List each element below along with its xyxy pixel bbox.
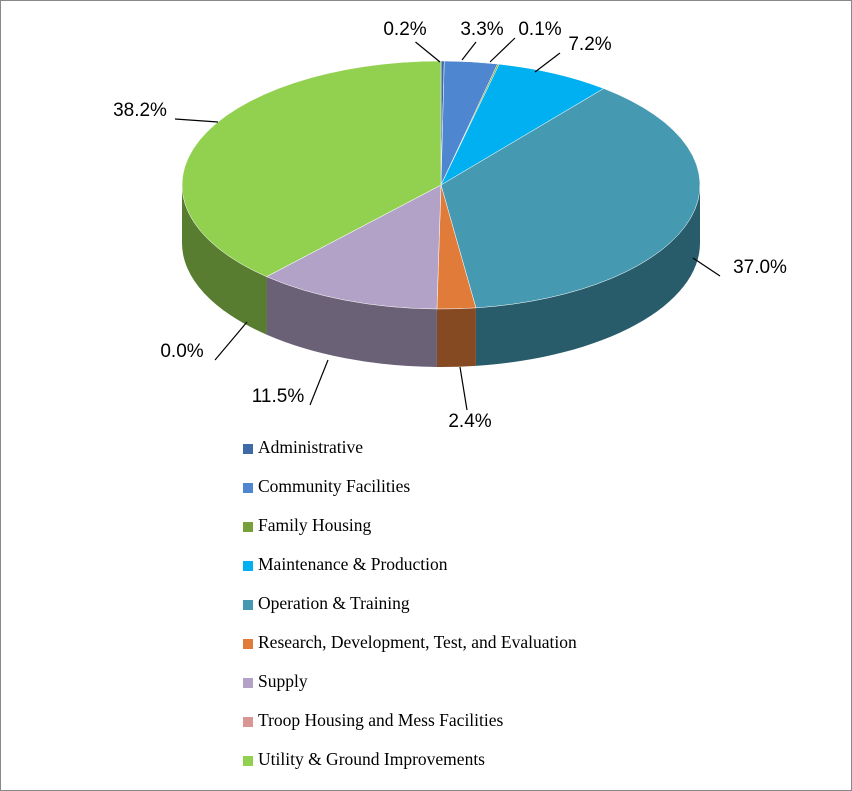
legend-label: Research, Development, Test, and Evaluat… bbox=[258, 632, 577, 652]
pie-slice bbox=[265, 184, 442, 310]
legend-label: Supply bbox=[258, 671, 308, 691]
data-label: 37.0% bbox=[733, 257, 787, 278]
data-label: 11.5% bbox=[252, 386, 305, 407]
leader-line bbox=[214, 321, 248, 361]
pie-side bbox=[475, 185, 700, 366]
data-label: 2.4% bbox=[448, 411, 491, 432]
data-label: 3.3% bbox=[460, 19, 503, 40]
data-label: 38.2% bbox=[113, 100, 167, 121]
data-label: 0.1% bbox=[518, 19, 561, 40]
legend-swatch bbox=[243, 522, 253, 532]
data-label: 7.2% bbox=[568, 34, 611, 55]
pie-slice bbox=[440, 63, 605, 186]
leader-line bbox=[459, 366, 468, 411]
legend-label: Family Housing bbox=[258, 515, 372, 535]
legend-swatch bbox=[243, 600, 253, 610]
legend-swatch bbox=[243, 444, 253, 454]
pie-slice bbox=[181, 60, 442, 277]
data-label: 0.0% bbox=[160, 341, 203, 362]
legend-swatch bbox=[243, 561, 253, 571]
leader-line bbox=[489, 37, 516, 63]
legend-swatch bbox=[243, 678, 253, 688]
legend-swatch bbox=[243, 756, 253, 766]
leader-line bbox=[309, 359, 329, 406]
data-label: 0.2% bbox=[383, 19, 426, 40]
legend-label: Maintenance & Production bbox=[258, 554, 448, 574]
pie-top bbox=[181, 60, 701, 310]
legend-swatch bbox=[243, 639, 253, 649]
legend-label: Community Facilities bbox=[258, 476, 410, 496]
legend-label: Troop Housing and Mess Facilities bbox=[258, 710, 504, 730]
pie-slice bbox=[440, 88, 701, 309]
leader-line bbox=[415, 41, 441, 63]
legend-swatch bbox=[243, 483, 253, 493]
leader-line bbox=[692, 257, 721, 277]
leader-line bbox=[534, 52, 561, 73]
leader-line bbox=[461, 41, 477, 61]
pie-side bbox=[182, 185, 267, 335]
legend-label: Utility & Ground Improvements bbox=[258, 749, 485, 769]
legend-label: Operation & Training bbox=[258, 593, 410, 613]
pie-side bbox=[436, 307, 476, 367]
legend-label: Administrative bbox=[258, 437, 363, 457]
pie-side bbox=[266, 276, 437, 367]
leader-line bbox=[174, 118, 219, 123]
pie-sides bbox=[182, 185, 700, 367]
legend-swatch bbox=[243, 717, 253, 727]
